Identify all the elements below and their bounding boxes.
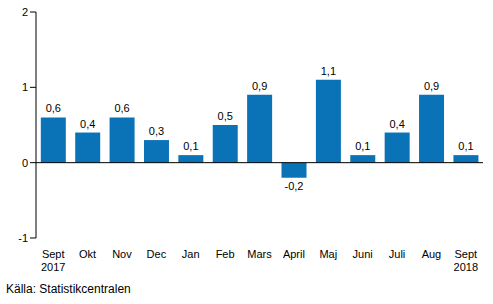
svg-text:0,9: 0,9 — [424, 80, 439, 92]
svg-text:0,3: 0,3 — [149, 125, 164, 137]
svg-text:0,4: 0,4 — [390, 118, 405, 130]
svg-text:1: 1 — [22, 81, 28, 93]
svg-text:1,1: 1,1 — [321, 65, 336, 77]
svg-text:Sept2018: Sept2018 — [454, 248, 478, 273]
svg-text:-0,2: -0,2 — [285, 180, 304, 192]
svg-text:Dec: Dec — [147, 248, 167, 260]
svg-text:0,4: 0,4 — [80, 118, 95, 130]
svg-text:Nov: Nov — [112, 248, 132, 260]
svg-text:0,6: 0,6 — [46, 102, 61, 114]
svg-text:Juni: Juni — [353, 248, 373, 260]
svg-text:0,9: 0,9 — [252, 80, 267, 92]
svg-text:0: 0 — [22, 157, 28, 169]
svg-text:0,5: 0,5 — [218, 110, 233, 122]
svg-text:Mars: Mars — [247, 248, 272, 260]
svg-text:Okt: Okt — [79, 248, 96, 260]
svg-text:Juli: Juli — [389, 248, 406, 260]
svg-text:Feb: Feb — [216, 248, 235, 260]
svg-text:-1: -1 — [18, 232, 28, 244]
svg-text:0,1: 0,1 — [183, 140, 198, 152]
svg-text:0,6: 0,6 — [114, 102, 129, 114]
svg-text:0,1: 0,1 — [458, 140, 473, 152]
svg-text:0,1: 0,1 — [355, 140, 370, 152]
svg-text:2: 2 — [22, 6, 28, 18]
svg-text:Maj: Maj — [319, 248, 337, 260]
svg-text:April: April — [283, 248, 305, 260]
html-text:Källa: Statistikcentralen: Källa: Statistikcentralen — [6, 282, 131, 296]
svg-text:Aug: Aug — [422, 248, 442, 260]
svg-text:Sept2017: Sept2017 — [41, 248, 65, 273]
svg-text:Jan: Jan — [182, 248, 200, 260]
